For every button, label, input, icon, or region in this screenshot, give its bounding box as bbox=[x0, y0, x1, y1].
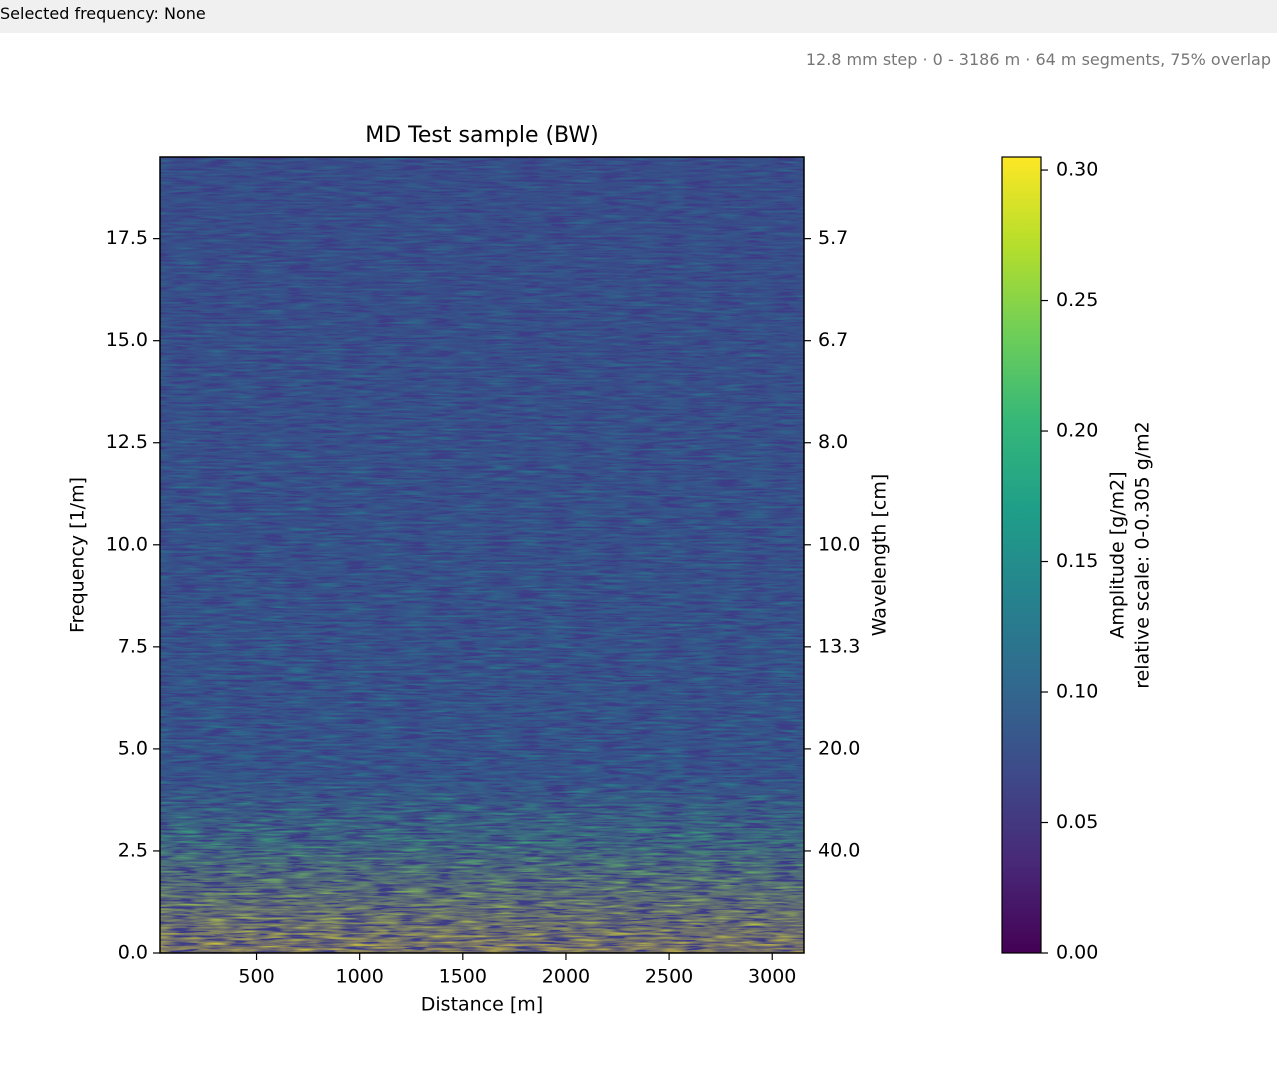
x-tick-label: 2000 bbox=[542, 966, 590, 988]
info-text: 12.8 mm step · 0 - 3186 m · 64 m segment… bbox=[805, 50, 1271, 69]
x-tick-label: 3000 bbox=[748, 966, 796, 988]
x-tick-label: 2500 bbox=[645, 966, 693, 988]
y-tick-label: 12.5 bbox=[106, 431, 148, 453]
colorbar bbox=[1001, 156, 1042, 954]
colorbar-sublabel: relative scale: 0-0.305 g/m2 bbox=[1132, 421, 1154, 689]
x-tick-label: 500 bbox=[238, 966, 274, 988]
y2-tick-label: 8.0 bbox=[818, 431, 848, 453]
y2-axis-label: Wavelength [cm] bbox=[869, 474, 891, 637]
x-axis-label: Distance [m] bbox=[421, 994, 543, 1016]
colorbar-tick-label: 0.15 bbox=[1056, 550, 1098, 572]
y-tick-label: 17.5 bbox=[106, 227, 148, 249]
y-axis-label: Frequency [1/m] bbox=[67, 477, 89, 633]
status-bar: Selected frequency: None bbox=[0, 0, 1277, 33]
y-tick-label: 5.0 bbox=[118, 737, 148, 759]
colorbar-tick-label: 0.25 bbox=[1056, 289, 1098, 311]
x-tick-label: 1000 bbox=[335, 966, 383, 988]
spectrogram-image bbox=[160, 157, 804, 953]
y-tick-label: 15.0 bbox=[106, 329, 148, 351]
colorbar-tick-label: 0.10 bbox=[1056, 681, 1098, 703]
y2-tick-label: 13.3 bbox=[818, 635, 860, 657]
chart-title: MD Test sample (BW) bbox=[365, 123, 598, 148]
colorbar-tick-label: 0.00 bbox=[1056, 942, 1098, 964]
y-tick-label: 0.0 bbox=[118, 942, 148, 964]
y2-tick-label: 20.0 bbox=[818, 737, 860, 759]
colorbar-tick-label: 0.20 bbox=[1056, 420, 1098, 442]
x-tick-label: 1500 bbox=[439, 966, 487, 988]
plot-frame bbox=[159, 156, 805, 954]
y2-tick-label: 6.7 bbox=[818, 329, 848, 351]
y-tick-label: 2.5 bbox=[118, 839, 148, 861]
colorbar-label: Amplitude [g/m2] bbox=[1107, 471, 1129, 638]
colorbar-tick-label: 0.05 bbox=[1056, 811, 1098, 833]
colorbar-tick-label: 0.30 bbox=[1056, 159, 1098, 181]
y-tick-label: 7.5 bbox=[118, 635, 148, 657]
y2-tick-label: 10.0 bbox=[818, 533, 860, 555]
y2-tick-label: 40.0 bbox=[818, 839, 860, 861]
y-tick-label: 10.0 bbox=[106, 533, 148, 555]
y2-tick-label: 5.7 bbox=[818, 227, 848, 249]
